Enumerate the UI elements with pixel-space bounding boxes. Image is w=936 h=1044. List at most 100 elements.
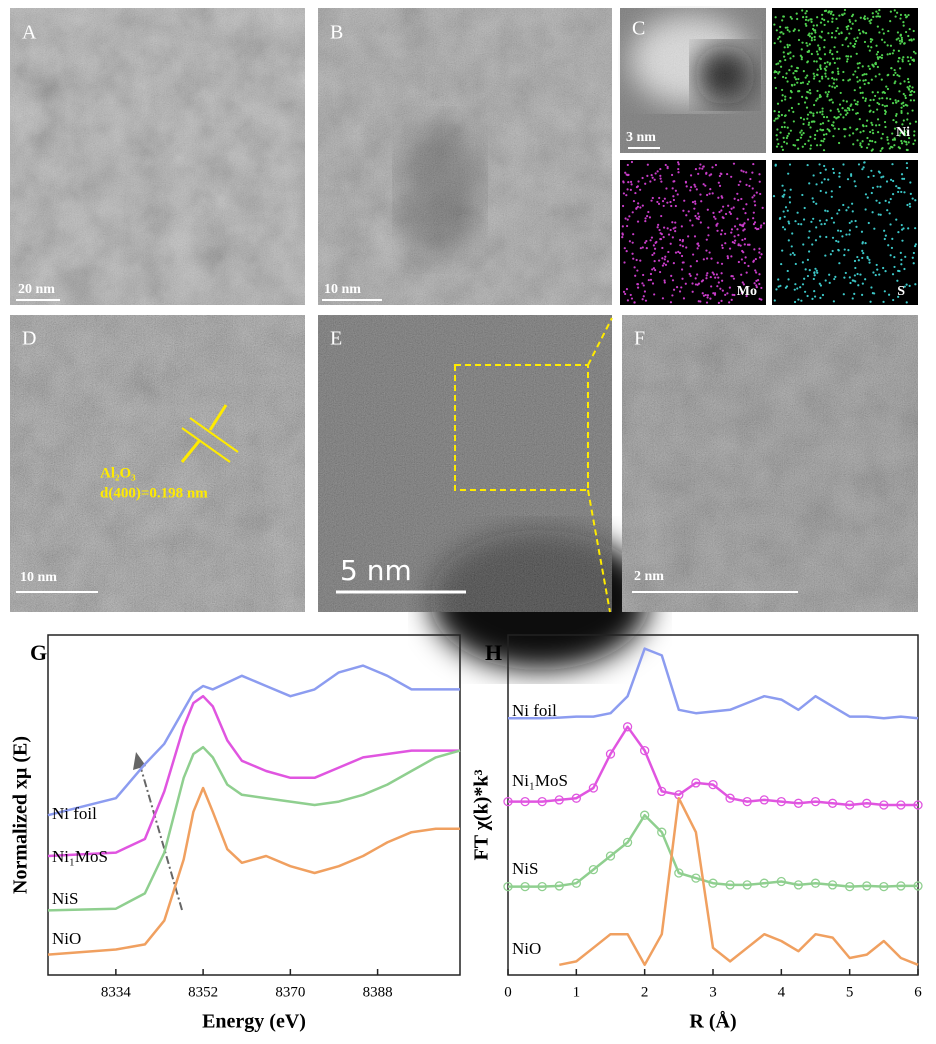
map-dot	[802, 118, 806, 121]
map-dot	[848, 78, 852, 81]
map-dot	[760, 253, 763, 256]
map-dot	[878, 9, 881, 12]
map-dot	[905, 301, 908, 304]
map-dot	[876, 15, 880, 18]
map-dot	[777, 110, 781, 114]
map-dot	[906, 131, 909, 134]
map-dot	[708, 192, 711, 195]
map-dot	[871, 132, 875, 135]
map-dot	[914, 120, 918, 123]
map-dot	[778, 70, 781, 74]
map-dot	[707, 226, 710, 229]
map-dot	[863, 82, 866, 86]
map-dot	[748, 184, 751, 188]
map-dot	[634, 191, 637, 195]
map-dot	[820, 139, 823, 143]
map-dot	[635, 186, 639, 189]
map-dot	[781, 94, 784, 97]
annotation: d(400)=0.198 nm	[100, 485, 208, 501]
map-dot	[775, 29, 778, 32]
map-dot	[782, 51, 785, 54]
map-dot	[901, 228, 904, 231]
map-dot	[888, 52, 892, 55]
map-dot	[774, 76, 777, 79]
map-dot	[743, 261, 746, 265]
map-dot	[674, 226, 677, 229]
map-dot	[697, 212, 700, 215]
map-dot	[901, 239, 904, 242]
map-dot	[903, 140, 906, 143]
map-dot	[715, 223, 718, 227]
map-dot	[824, 209, 827, 212]
map-dot	[880, 54, 884, 57]
map-dot	[809, 111, 812, 114]
map-dot	[852, 279, 855, 282]
map-dot	[636, 269, 639, 272]
map-dot	[649, 180, 652, 183]
map-dot	[733, 225, 737, 228]
map-dot	[865, 146, 869, 149]
map-dot	[809, 18, 812, 21]
map-dot	[834, 36, 837, 39]
map-dot	[831, 77, 834, 80]
map-dot	[828, 99, 831, 102]
map-dot	[863, 161, 866, 164]
map-dot	[908, 27, 911, 31]
map-dot	[786, 126, 789, 129]
map-dot	[694, 283, 698, 286]
series-marker	[862, 798, 872, 808]
map-dot	[838, 172, 841, 175]
map-dot	[914, 283, 917, 286]
map-dot	[777, 285, 780, 288]
map-dot	[828, 51, 832, 54]
map-dot	[832, 121, 835, 124]
map-dot	[745, 183, 748, 186]
map-dot	[758, 173, 761, 176]
map-dot	[843, 109, 847, 112]
map-dot	[674, 189, 677, 192]
map-dot	[897, 99, 900, 103]
series-marker	[827, 798, 838, 808]
map-dot	[779, 40, 782, 43]
map-dot	[806, 74, 809, 77]
map-dot	[862, 166, 865, 169]
map-dot	[659, 238, 663, 241]
map-dot	[730, 298, 733, 301]
map-dot	[800, 58, 803, 61]
map-dot	[838, 262, 841, 265]
map-dot	[796, 81, 799, 84]
map-dot	[858, 62, 861, 65]
map-dot	[663, 281, 666, 284]
map-dot	[793, 288, 796, 291]
map-dot	[839, 113, 842, 116]
map-dot	[801, 9, 804, 12]
map-dot	[776, 138, 779, 141]
map-dot	[824, 254, 827, 257]
map-dot	[900, 38, 904, 41]
map-dot	[905, 143, 908, 146]
map-dot	[867, 81, 870, 85]
map-dot	[801, 283, 805, 286]
map-dot	[630, 160, 634, 164]
map-dot	[868, 19, 871, 23]
series-label: NiS	[52, 889, 78, 908]
map-dot	[800, 133, 803, 137]
plot-frame	[47, 634, 461, 976]
map-dot	[900, 223, 903, 227]
map-dot	[815, 60, 818, 63]
map-dot	[796, 66, 799, 69]
map-dot	[883, 109, 887, 112]
map-dot	[889, 97, 892, 101]
map-dot	[870, 169, 873, 172]
series-marker	[725, 880, 735, 890]
series-marker	[571, 878, 581, 888]
series-marker	[810, 796, 821, 807]
map-dot	[681, 261, 684, 264]
map-dot	[773, 42, 776, 45]
map-dot	[685, 185, 688, 188]
map-dot	[841, 43, 844, 47]
map-dot	[736, 228, 739, 231]
map-dot	[833, 78, 836, 81]
map-dot	[636, 286, 640, 289]
map-dot	[864, 99, 867, 102]
